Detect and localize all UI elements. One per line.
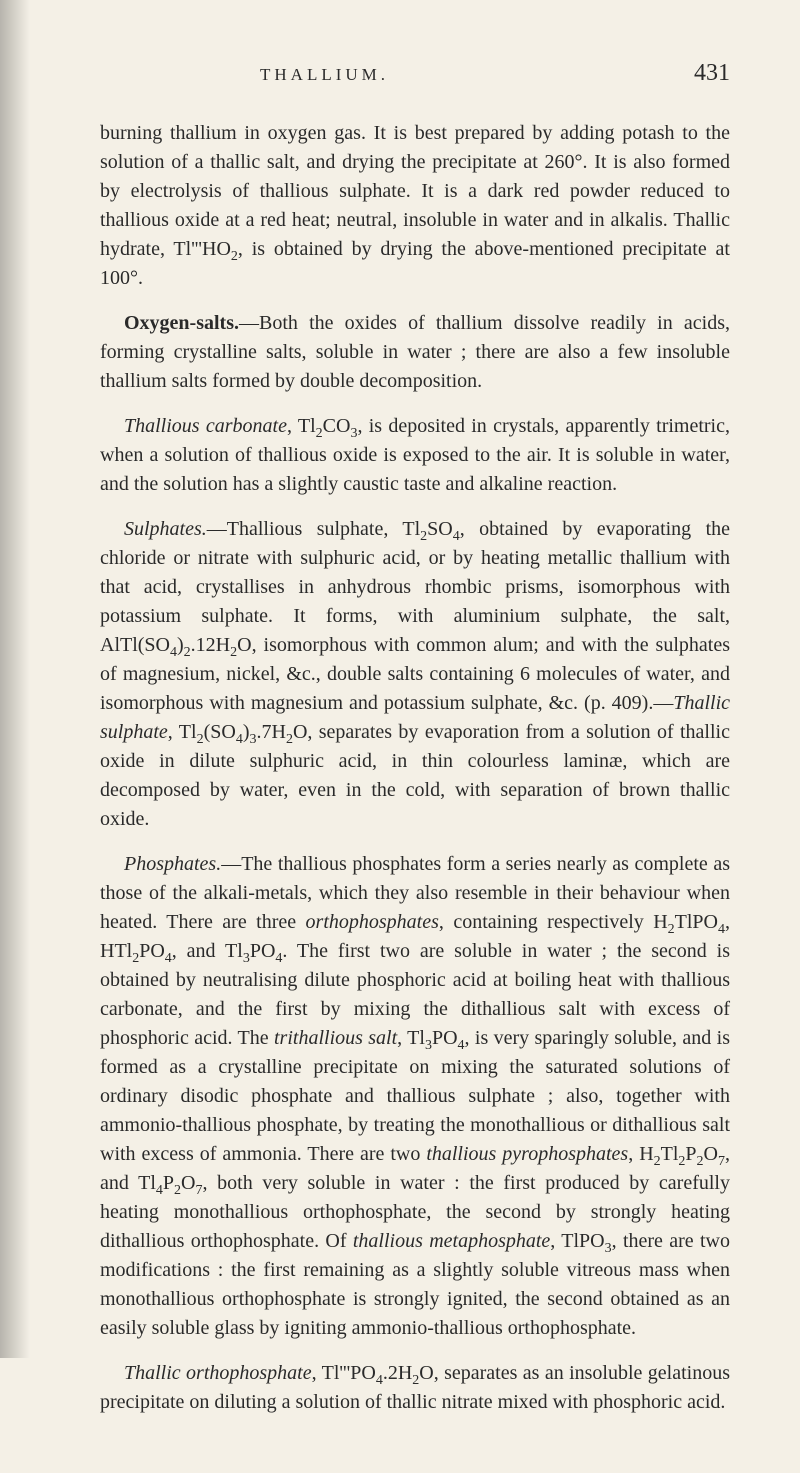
body-text: .7H [256, 721, 285, 743]
term-italic: Thallious carbonate [124, 415, 287, 437]
paragraph-1: burning thallium in oxygen gas. It is be… [100, 119, 730, 293]
subscript: 4 [236, 732, 243, 747]
subscript: 4 [718, 922, 725, 937]
page-content: THALLIUM. 431 burning thallium in oxygen… [0, 0, 800, 1473]
page-number: 431 [694, 60, 730, 87]
body-text: PO [432, 1027, 458, 1049]
term-italic: Thallic orthophosphate [124, 1362, 312, 1384]
subscript: 2 [412, 1373, 419, 1388]
subscript: 4 [170, 645, 177, 660]
body-text: (SO [204, 721, 236, 743]
subscript: 2 [316, 426, 323, 441]
body-text: —Thallious sulphate, Tl [207, 518, 420, 540]
section-title: Oxygen-salts. [124, 312, 239, 334]
body-text: , Tl [168, 721, 197, 743]
body-text: , Tl'''PO [312, 1362, 376, 1384]
body-text: , Tl [287, 415, 316, 437]
subscript: 4 [453, 529, 460, 544]
term-italic: thallious pyrophosphates [426, 1143, 628, 1165]
subscript: 3 [243, 951, 250, 966]
body-text: O [704, 1143, 718, 1165]
body-text: P [163, 1172, 174, 1194]
subscript: 4 [458, 1038, 465, 1053]
subscript: 3 [605, 1241, 612, 1256]
body-text: , TlPO [550, 1230, 604, 1252]
body-text: Tl [661, 1143, 679, 1165]
body-text: .12H [191, 634, 230, 656]
body-text: CO [323, 415, 351, 437]
body-text: PO [139, 940, 165, 962]
term-italic: Sulphates. [124, 518, 207, 540]
paragraph-6: Thallic orthophosphate, Tl'''PO4.2H2O, s… [100, 1359, 730, 1417]
subscript: 2 [231, 249, 238, 264]
body-text: PO [250, 940, 276, 962]
subscript: 3 [425, 1038, 432, 1053]
paragraph-5: Phosphates.—The thallious phosphates for… [100, 850, 730, 1343]
subscript: 2 [697, 1154, 704, 1169]
subscript: 4 [376, 1373, 383, 1388]
term-italic: Phosphates. [124, 853, 221, 875]
subscript: 2 [668, 922, 675, 937]
running-title: THALLIUM. [260, 65, 389, 85]
body-text: , and Tl [172, 940, 243, 962]
body-text: TlPO [675, 911, 718, 933]
body-text: O [181, 1172, 195, 1194]
term-italic: thallious metaphosphate [353, 1230, 550, 1252]
body-text: SO [427, 518, 453, 540]
body-text: , containing respectively H [439, 911, 668, 933]
body-text: , Tl [397, 1027, 425, 1049]
subscript: 4 [165, 951, 172, 966]
body-text: P [685, 1143, 696, 1165]
subscript: 7 [718, 1154, 725, 1169]
body-text: , H [628, 1143, 653, 1165]
body-text: ) [177, 634, 184, 656]
paragraph-2: Oxygen-salts.—Both the oxides of thalliu… [100, 309, 730, 396]
subscript: 4 [156, 1183, 163, 1198]
subscript: 2 [654, 1154, 661, 1169]
term-italic: trithallious salt [274, 1027, 397, 1049]
paragraph-3: Thallious carbonate, Tl2CO3, is deposite… [100, 412, 730, 499]
paragraph-4: Sulphates.—Thallious sulphate, Tl2SO4, o… [100, 515, 730, 834]
subscript: 2 [184, 645, 191, 660]
subscript: 2 [174, 1183, 181, 1198]
page-header: THALLIUM. 431 [100, 60, 730, 87]
body-text: .2H [383, 1362, 412, 1384]
term-italic: orthophosphates [306, 911, 439, 933]
subscript: 2 [197, 732, 204, 747]
subscript: 2 [286, 732, 293, 747]
subscript: 7 [196, 1183, 203, 1198]
